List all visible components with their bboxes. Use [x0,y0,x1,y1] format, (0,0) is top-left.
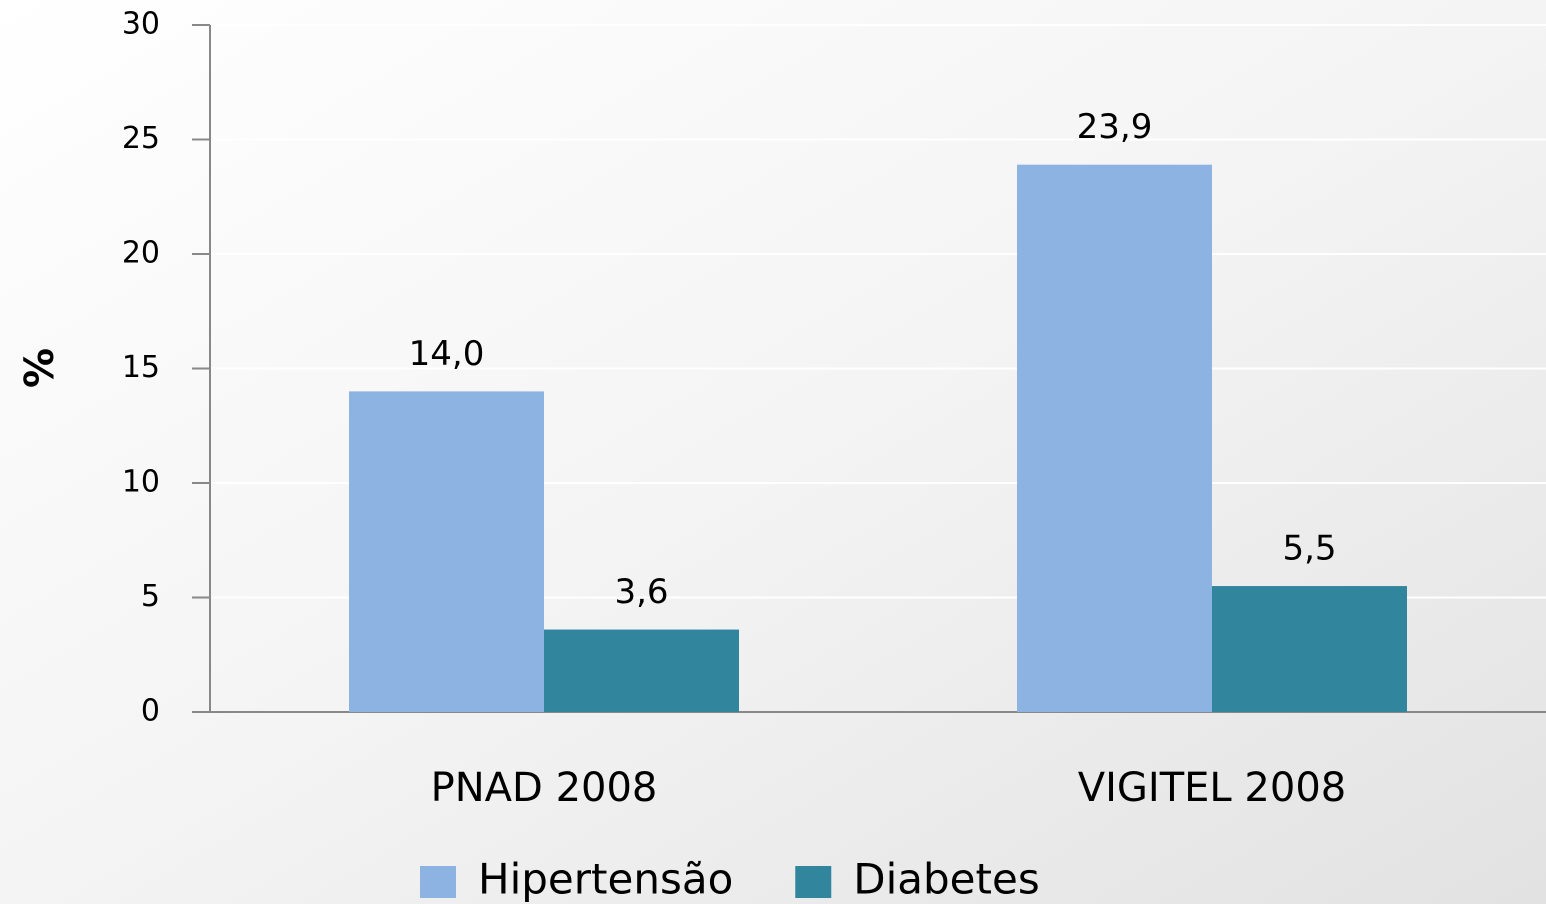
bar [1212,586,1407,712]
y-tick-label: 30 [122,7,160,42]
y-tick-label: 20 [122,236,160,271]
x-tick-label: VIGITEL 2008 [1078,765,1346,811]
y-tick-label: 15 [122,350,160,385]
bar [544,629,739,712]
legend-label: Hipertensão [478,855,733,904]
value-label: 23,9 [1077,107,1153,147]
y-tick-label: 0 [141,694,160,729]
x-tick-label: PNAD 2008 [431,765,658,811]
y-tick-label: 25 [122,121,160,156]
value-label: 3,6 [614,572,668,612]
value-label: 5,5 [1282,529,1336,569]
y-tick-label: 10 [122,465,160,500]
bar [349,391,544,712]
legend-swatch [420,866,456,898]
legend-swatch [795,866,832,898]
y-tick-label: 5 [141,579,160,614]
y-axis-label: % [17,348,63,388]
legend-label: Diabetes [853,855,1039,904]
value-label: 14,0 [409,334,485,374]
bar [1017,164,1212,712]
